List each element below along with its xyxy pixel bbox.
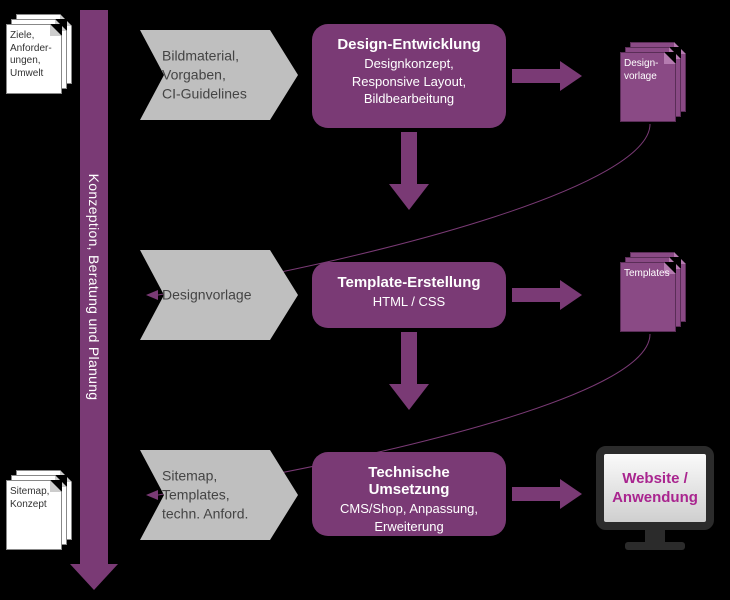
process-box-template: Template-Erstellung HTML / CSS <box>312 262 506 328</box>
output-monitor: Website /Anwendung <box>596 446 714 550</box>
flowchart-stage: Ziele,Anforder-ungen,Umwelt Sitemap,Konz… <box>0 0 730 600</box>
doc-stack-designvorlage: Design-vorlage <box>620 42 688 124</box>
phase-bar-arrowhead <box>70 564 118 590</box>
input-chevron-3-text: Sitemap,Templates,techn. Anford. <box>162 467 270 524</box>
arrow-right-2 <box>512 280 582 310</box>
monitor-stand <box>645 530 665 542</box>
process-box-title: Template-Erstellung <box>326 274 492 291</box>
input-chevron-3: Sitemap,Templates,techn. Anford. <box>140 450 298 540</box>
phase-bar: Konzeption, Beratung und Planung <box>80 10 108 564</box>
doc-label: Sitemap,Konzept <box>6 480 62 511</box>
process-box-title: Design-Entwicklung <box>326 36 492 53</box>
process-box-sub: CMS/Shop, Anpassung,Erweiterung <box>326 500 492 535</box>
process-box-sub: Designkonzept,Responsive Layout,Bildbear… <box>326 55 492 108</box>
arrow-down-1 <box>389 132 429 210</box>
doc-stack-templates: Templates <box>620 252 688 334</box>
doc-stack-inputs-bottom: Sitemap,Konzept <box>6 470 74 552</box>
doc-label: Templates <box>620 262 676 281</box>
process-box-sub: HTML / CSS <box>326 293 492 311</box>
arrow-right-1 <box>512 61 582 91</box>
process-box-tech: Technische Umsetzung CMS/Shop, Anpassung… <box>312 452 506 536</box>
doc-label: Design-vorlage <box>620 52 676 83</box>
phase-bar-label: Konzeption, Beratung und Planung <box>86 174 102 401</box>
doc-label: Ziele,Anforder-ungen,Umwelt <box>6 24 62 80</box>
input-chevron-1-text: Bildmaterial,Vorgaben,CI-Guidelines <box>162 47 270 104</box>
input-chevron-2: Designvorlage <box>140 250 298 340</box>
input-chevron-1: Bildmaterial,Vorgaben,CI-Guidelines <box>140 30 298 120</box>
arrow-right-3 <box>512 479 582 509</box>
process-box-design: Design-Entwicklung Designkonzept,Respons… <box>312 24 506 128</box>
monitor-label: Website /Anwendung <box>612 469 698 508</box>
process-box-title: Technische Umsetzung <box>326 464 492 498</box>
arrow-down-2 <box>389 332 429 410</box>
monitor-screen: Website /Anwendung <box>596 446 714 530</box>
input-chevron-2-text: Designvorlage <box>162 286 270 305</box>
doc-stack-inputs-top: Ziele,Anforder-ungen,Umwelt <box>6 14 74 96</box>
monitor-base <box>625 542 685 550</box>
